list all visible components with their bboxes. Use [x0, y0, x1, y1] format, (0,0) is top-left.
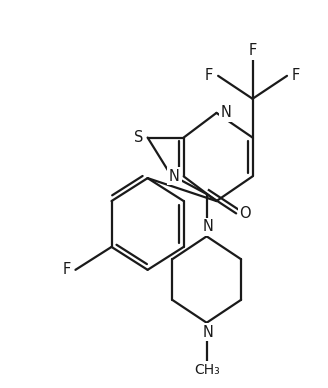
Text: CH₃: CH₃	[194, 363, 219, 377]
Text: F: F	[62, 262, 71, 277]
Text: F: F	[205, 68, 213, 83]
Text: N: N	[169, 169, 180, 184]
Text: N: N	[203, 325, 214, 340]
Text: F: F	[248, 43, 257, 58]
Text: O: O	[239, 206, 251, 221]
Text: F: F	[292, 68, 300, 83]
Text: N: N	[203, 219, 214, 234]
Text: N: N	[220, 106, 231, 120]
Text: S: S	[134, 130, 143, 145]
